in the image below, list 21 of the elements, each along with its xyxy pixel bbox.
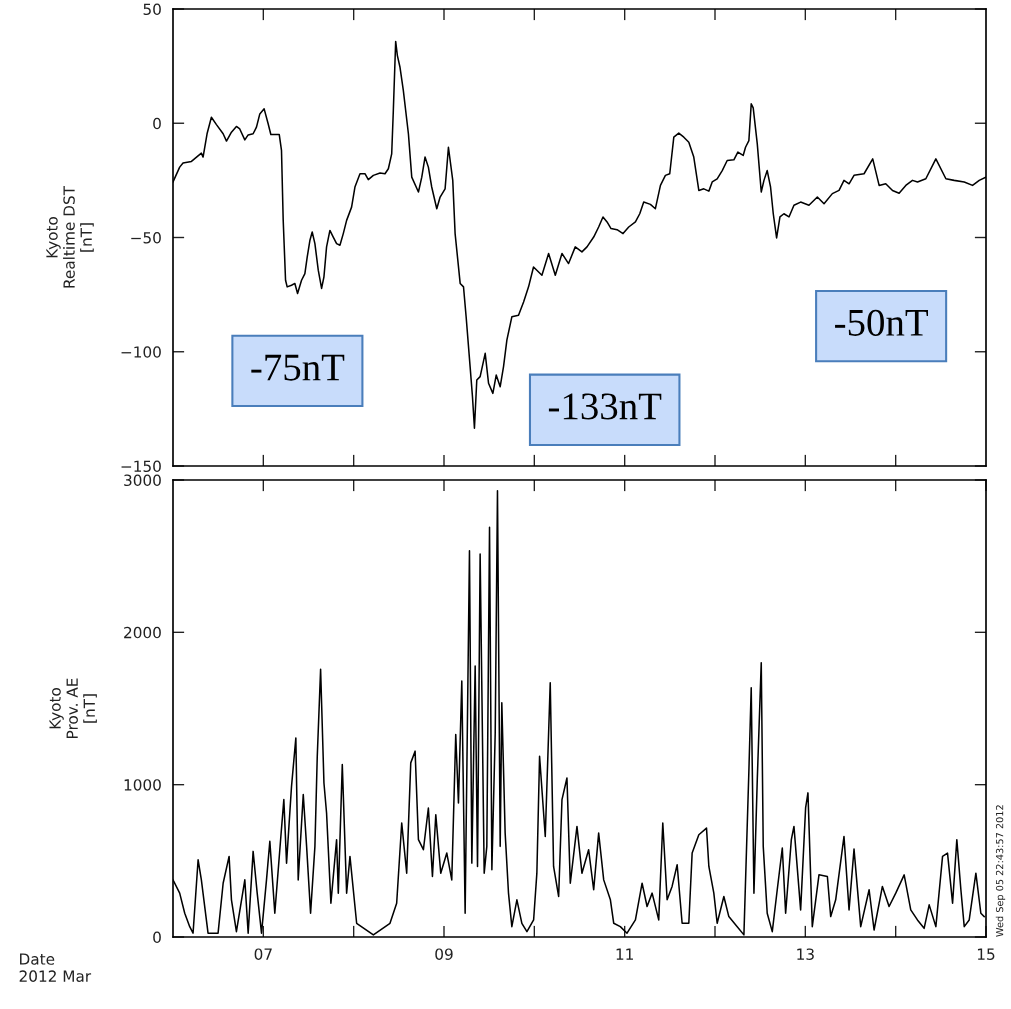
annotation: -75nT: [251, 354, 345, 381]
x-tick-label: 09: [435, 948, 453, 960]
y-tick-label: −50: [131, 231, 161, 244]
annotation: -133nT: [548, 393, 662, 420]
x-tick-label: 15: [977, 948, 995, 960]
y-tick-label: 2000: [124, 626, 161, 639]
y-tick-label: 50: [143, 3, 161, 16]
annotation: -50nT: [835, 309, 928, 336]
y-tick-label: −150: [121, 460, 161, 473]
y-tick-label: 0: [153, 117, 161, 130]
y-tick-label: 3000: [124, 474, 161, 487]
x-tick-label: 07: [254, 948, 272, 960]
y-tick-label: 1000: [124, 779, 161, 791]
x-tick-label: 11: [616, 948, 633, 960]
x-axis-title: Date 2012 Mar: [19, 953, 92, 982]
text: Wed Sep 05 22:43:57 2012: [995, 805, 1006, 937]
y-axis-title: Kyoto Prov. AE [nT]: [49, 678, 97, 738]
y-tick-label: −100: [121, 346, 161, 358]
y-tick-label: 0: [153, 931, 161, 944]
x-tick-label: 13: [797, 948, 814, 960]
y-axis-title: Kyoto Realtime DST [nT]: [46, 185, 94, 288]
